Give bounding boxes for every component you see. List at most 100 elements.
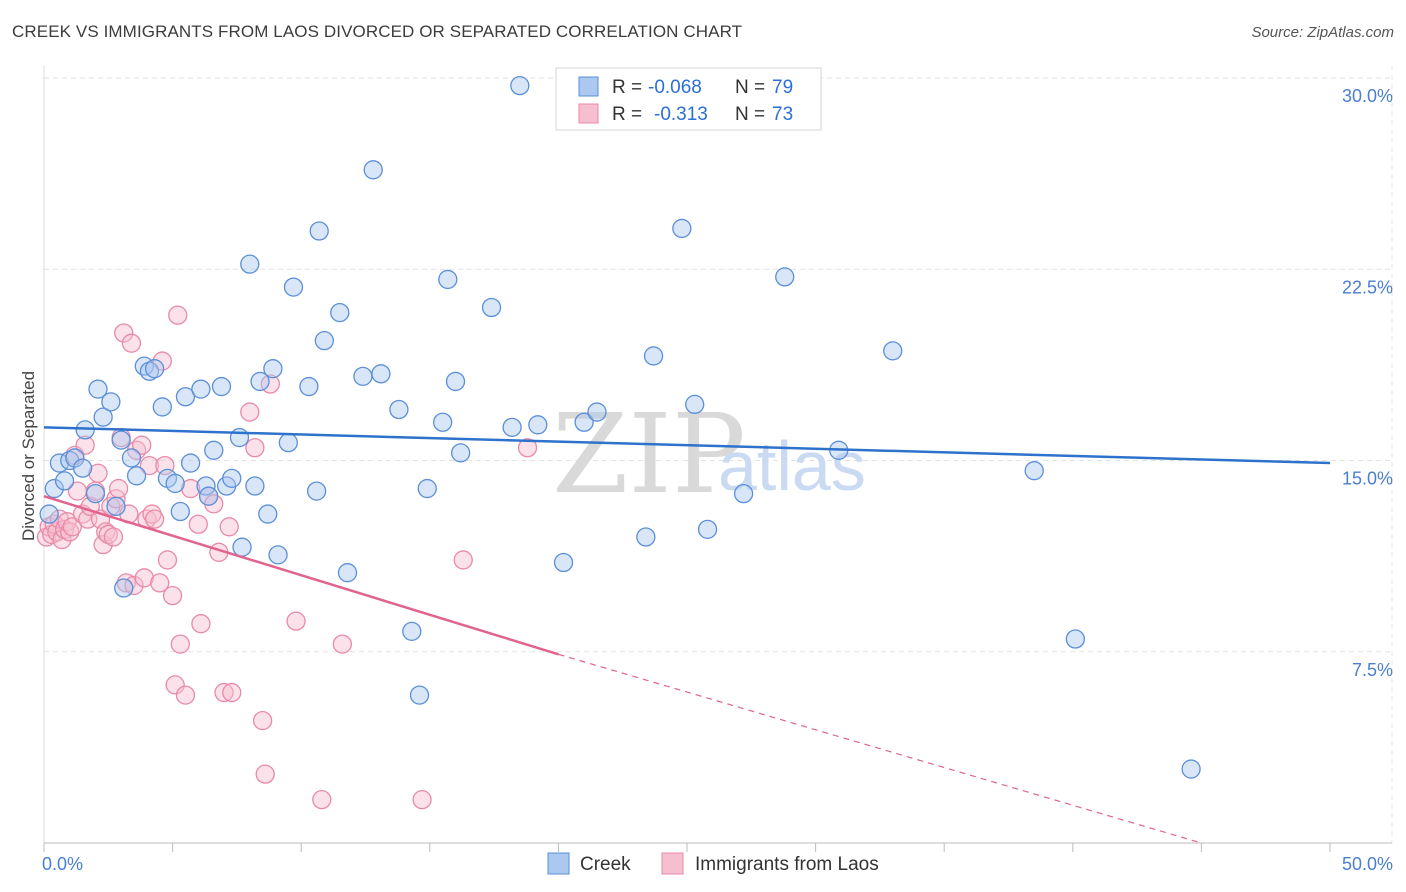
y-tick-label-0: 7.5% (1352, 660, 1393, 680)
point-creek-73 (775, 267, 795, 287)
point-creek-53 (402, 621, 422, 641)
watermark: ZIP atlas (552, 390, 866, 518)
point-creek-75 (883, 341, 903, 361)
legend-creek-r-value: -0.068 (648, 77, 702, 98)
point-creek-39 (263, 359, 283, 379)
trend-line-laos (43, 495, 559, 656)
point-creek-29 (204, 440, 224, 460)
point-laos-44 (162, 586, 183, 606)
point-creek-52 (389, 399, 409, 420)
point-laos-56 (219, 517, 239, 537)
point-creek-30 (211, 376, 232, 397)
point-creek-18 (139, 361, 160, 381)
top-legend: R = -0.068 N = 79 R = -0.313 N = 73 (555, 67, 822, 131)
point-creek-77 (1065, 629, 1086, 649)
point-creek-68 (643, 346, 664, 366)
legend-laos-n-label: N = (735, 104, 765, 125)
point-creek-34 (232, 537, 252, 557)
point-creek-50 (363, 160, 383, 180)
legend-creek-r-label: R = (612, 77, 642, 98)
point-laos-18 (88, 463, 108, 483)
point-creek-16 (126, 466, 147, 486)
point-laos-58 (240, 402, 260, 422)
point-laos-7 (54, 519, 75, 539)
series-creek-points (39, 76, 1201, 779)
point-laos-29 (116, 573, 136, 593)
y-tick-label-3: 30.0% (1342, 86, 1393, 106)
point-creek-22 (165, 473, 185, 494)
point-creek-41 (278, 432, 298, 453)
legend-creek-swatch (578, 76, 599, 97)
point-laos-38 (142, 504, 162, 524)
point-laos-39 (144, 509, 165, 529)
chart-source: Source: ZipAtlas.com (1251, 24, 1394, 41)
point-laos-10 (62, 517, 82, 537)
point-laos-43 (157, 550, 178, 570)
point-creek-47 (330, 302, 350, 323)
trend-line-laos-extension (558, 653, 1202, 844)
point-creek-64 (553, 552, 574, 573)
point-laos-35 (134, 568, 154, 588)
trend-line-creek (43, 426, 1331, 465)
point-creek-43 (299, 376, 319, 397)
point-creek-69 (672, 218, 692, 239)
legend-laos-r-label: R = (612, 104, 642, 125)
legend-laos-swatch (578, 103, 599, 124)
point-creek-63 (528, 415, 548, 435)
point-laos-24 (103, 527, 124, 547)
point-creek-1 (44, 478, 64, 499)
trend-layer (43, 426, 1331, 844)
point-creek-23 (170, 501, 190, 522)
point-creek-32 (222, 468, 242, 489)
point-creek-44 (306, 481, 327, 501)
point-creek-24 (175, 387, 196, 407)
point-creek-62 (510, 76, 530, 96)
point-laos-63 (286, 611, 306, 631)
point-creek-71 (697, 519, 718, 539)
point-creek-37 (250, 371, 270, 392)
point-laos-60 (252, 710, 273, 731)
axis-layer: Divorced or Separated (19, 371, 1392, 844)
legend-creek-n-value: 79 (772, 77, 793, 98)
point-creek-55 (417, 478, 437, 499)
point-laos-40 (150, 573, 170, 593)
legend-box (555, 67, 822, 131)
point-laos-31 (121, 333, 142, 353)
point-creek-38 (258, 504, 278, 524)
bottom-legend-laos-swatch (661, 852, 684, 875)
point-creek-65 (574, 412, 594, 432)
point-creek-11 (101, 392, 121, 412)
point-creek-67 (636, 527, 656, 547)
point-laos-28 (114, 323, 134, 343)
x-tick-label-1: 50.0% (1342, 854, 1393, 874)
point-creek-19 (144, 359, 165, 379)
bottom-legend-creek-label: Creek (580, 854, 631, 875)
point-creek-60 (481, 297, 502, 318)
watermark-atlas: atlas (718, 427, 866, 505)
point-laos-61 (255, 764, 275, 784)
point-laos-22 (98, 524, 118, 545)
point-laos-34 (132, 435, 152, 455)
point-laos-26 (108, 478, 129, 499)
point-creek-9 (88, 379, 108, 399)
point-creek-56 (433, 412, 453, 432)
point-creek-5 (65, 448, 85, 468)
point-creek-51 (371, 364, 391, 384)
tick-layer: 7.5% 15.0% 22.5% 30.0% 0.0% 50.0% (42, 86, 1393, 874)
point-creek-70 (685, 394, 705, 415)
point-laos-55 (214, 682, 234, 703)
point-creek-66 (587, 402, 607, 422)
point-laos-66 (412, 790, 432, 810)
watermark-zip: ZIP (552, 390, 746, 518)
point-creek-57 (438, 269, 458, 290)
point-creek-40 (268, 545, 288, 565)
point-laos-65 (332, 634, 353, 654)
point-creek-15 (121, 448, 142, 468)
bottom-legend-creek-swatch (547, 852, 570, 875)
y-axis-label: Divorced or Separated (19, 371, 38, 541)
point-creek-13 (111, 430, 131, 450)
point-laos-51 (191, 614, 211, 634)
point-creek-46 (314, 330, 334, 351)
point-creek-78 (1181, 759, 1201, 779)
